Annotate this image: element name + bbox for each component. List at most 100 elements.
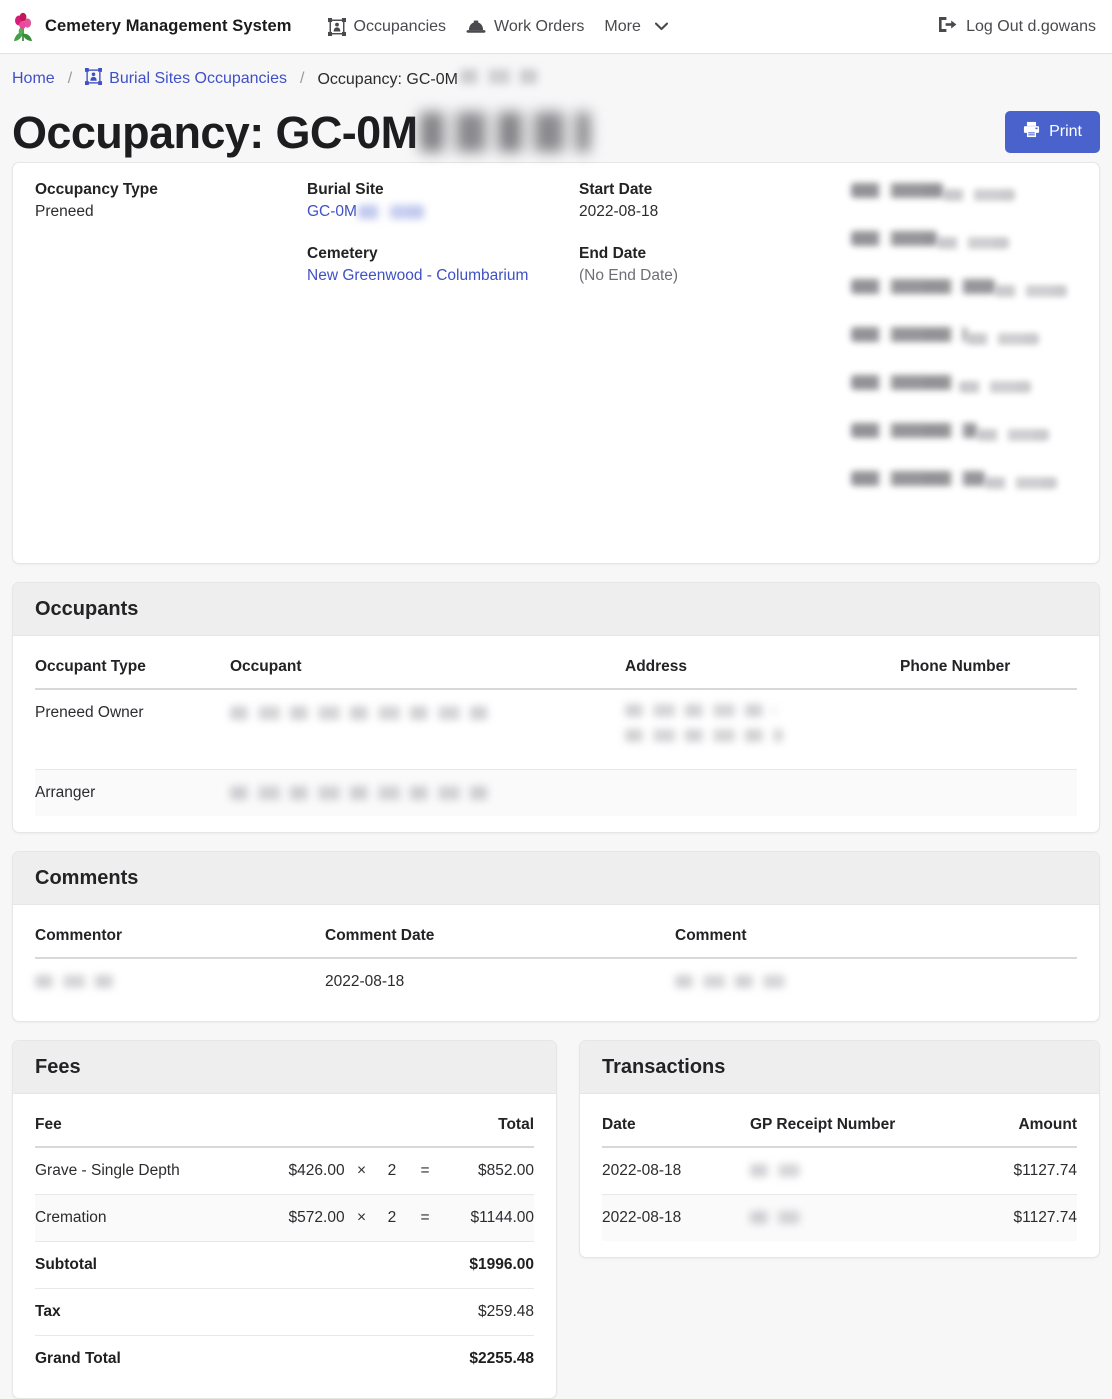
table-row: 2022-08-18 $1127.74 bbox=[602, 1194, 1078, 1241]
field-start-date-value: 2022-08-18 bbox=[579, 203, 659, 220]
redacted-address-line bbox=[625, 729, 783, 743]
cell-fee-name: Cremation bbox=[35, 1194, 249, 1242]
logout-label: Log Out d.gowans bbox=[966, 17, 1096, 35]
breadcrumb-home[interactable]: Home bbox=[12, 70, 55, 88]
cemetery-link[interactable]: New Greenwood - Columbarium bbox=[307, 267, 529, 284]
comments-table: Commentor Comment Date Comment 2022-08-1… bbox=[35, 915, 1077, 1005]
col-address: Address bbox=[625, 646, 900, 690]
occupants-header-row: Occupant Type Occupant Address Phone Num… bbox=[35, 646, 1077, 690]
breadcrumb-separator-2: / bbox=[300, 70, 305, 87]
fees-summary-row: Subtotal $1996.00 bbox=[35, 1241, 534, 1289]
fees-title: Fees bbox=[13, 1041, 556, 1094]
col-amount: Amount bbox=[977, 1104, 1077, 1148]
top-navbar: Cemetery Management System Occupancies W bbox=[0, 0, 1112, 54]
table-row: Cremation $572.00 × 2 = $1144.00 bbox=[35, 1194, 534, 1242]
page-content: Occupancy Type Preneed Burial Site GC-0M… bbox=[0, 162, 1112, 1399]
table-row: Grave - Single Depth $426.00 × 2 = $852.00 bbox=[35, 1147, 534, 1195]
table-row: 2022-08-18 $1127.74 bbox=[602, 1147, 1077, 1195]
redacted-field-3 bbox=[851, 279, 1077, 303]
cell-transaction-date: 2022-08-18 bbox=[602, 1147, 750, 1195]
bottom-columns: Fees Fee Total Grave - Single Depth $426.… bbox=[12, 1040, 1100, 1399]
redacted-field-7 bbox=[851, 471, 1077, 495]
redacted-field-value bbox=[943, 189, 1015, 201]
nav-item-more-label: More bbox=[604, 17, 641, 35]
cell-fee-total: $1144.00 bbox=[438, 1194, 534, 1242]
field-burial-site: Burial Site GC-0M bbox=[307, 181, 579, 221]
nav-item-work-orders[interactable]: Work Orders bbox=[456, 12, 594, 42]
breadcrumb-separator-1: / bbox=[67, 70, 73, 87]
redacted-occupant-name bbox=[230, 785, 488, 800]
cell-multiply-symbol: × bbox=[344, 1194, 379, 1242]
fees-body: Fee Total Grave - Single Depth $426.00 × 2 … bbox=[13, 1094, 556, 1398]
brand[interactable]: Cemetery Management System bbox=[10, 12, 292, 42]
comments-body: Commentor Comment Date Comment 2022-08-1… bbox=[13, 905, 1099, 1021]
cell-multiply-symbol: × bbox=[344, 1147, 379, 1195]
chevron-down-icon bbox=[654, 22, 668, 31]
cell-comment bbox=[675, 958, 1077, 1005]
field-start-date-label: Start Date bbox=[579, 181, 653, 198]
col-fee: Fee bbox=[35, 1104, 439, 1148]
cell-fee-quantity: 2 = bbox=[378, 1147, 439, 1195]
fees-table: Fee Total Grave - Single Depth $426.00 × 2 … bbox=[35, 1104, 534, 1382]
redacted-field-label bbox=[851, 471, 985, 486]
cell-fee-total: $852.00 bbox=[438, 1147, 534, 1195]
col-phone-number: Phone Number bbox=[900, 646, 1077, 690]
field-cemetery-value: New Greenwood - Columbarium bbox=[307, 267, 579, 285]
breadcrumb-home-label: Home bbox=[12, 70, 55, 87]
redacted-field-2 bbox=[851, 231, 1077, 255]
redacted-field-value bbox=[959, 381, 1031, 393]
cell-transaction-amount: $1127.74 bbox=[1013, 1209, 1078, 1226]
occupants-table-body: Preneed Owner Arranger bbox=[35, 689, 1077, 816]
redacted-field-1 bbox=[851, 183, 1077, 207]
breadcrumb-burial-sites-label: Burial Sites Occupancies bbox=[109, 70, 287, 87]
cell-summary-value: $2255.48 bbox=[469, 1350, 534, 1367]
field-start-date: Start Date 2022-08-18 bbox=[579, 181, 851, 221]
cell-summary-label: Subtotal bbox=[35, 1241, 439, 1289]
field-occupancy-type-value: Preneed bbox=[35, 203, 94, 220]
logout-link[interactable]: Log Out d.gowans bbox=[938, 16, 1096, 38]
fees-summary-row: Grand Total $2255.48 bbox=[35, 1336, 534, 1383]
detail-column-2: Burial Site GC-0M Cemetery New Greenwood… bbox=[307, 181, 579, 519]
field-occupancy-type-label: Occupancy Type bbox=[35, 181, 158, 198]
comments-title: Comments bbox=[13, 852, 1099, 905]
field-burial-site-value: GC-0M bbox=[307, 203, 579, 221]
nav-item-occupancies[interactable]: Occupancies bbox=[318, 12, 457, 42]
logout-icon bbox=[938, 16, 957, 38]
burial-site-link[interactable]: GC-0M bbox=[307, 203, 357, 220]
cell-address bbox=[625, 689, 900, 770]
transactions-table-body: 2022-08-18 $1127.74 2022-08-18 $1127.74 bbox=[602, 1147, 1077, 1241]
hard-hat-icon bbox=[466, 19, 486, 35]
transactions-body: Date GP Receipt Number Amount 2022-08-18… bbox=[580, 1094, 1099, 1257]
redacted-receipt-number bbox=[750, 1211, 800, 1225]
table-row: Arranger bbox=[35, 769, 1077, 816]
redacted-occupant-name bbox=[230, 705, 488, 720]
cell-fee-unit-price: $426.00 bbox=[248, 1147, 345, 1195]
print-button[interactable]: Print bbox=[1005, 111, 1100, 153]
comments-table-body: 2022-08-18 bbox=[35, 958, 1077, 1005]
field-end-date: End Date (No End Date) bbox=[579, 245, 851, 285]
redacted-commentor bbox=[35, 975, 117, 989]
cell-occupant-type: Arranger bbox=[35, 784, 96, 801]
redacted-field-label bbox=[851, 327, 967, 342]
occupants-table-head: Occupant Type Occupant Address Phone Num… bbox=[35, 646, 1077, 690]
redacted-comment bbox=[675, 975, 785, 989]
occupancy-detail-card: Occupancy Type Preneed Burial Site GC-0M… bbox=[12, 162, 1100, 564]
redacted-field-value bbox=[985, 477, 1057, 489]
cell-fee-unit-price: $572.00 bbox=[248, 1194, 345, 1242]
cell-summary-value: $1996.00 bbox=[438, 1241, 534, 1289]
col-occupant-type: Occupant Type bbox=[35, 646, 230, 690]
breadcrumb-burial-sites-occupancies[interactable]: Burial Sites Occupancies bbox=[85, 68, 287, 90]
table-row: Preneed Owner bbox=[35, 689, 1077, 770]
transactions-title: Transactions bbox=[580, 1041, 1099, 1094]
detail-column-3: Start Date 2022-08-18 End Date (No End D… bbox=[579, 181, 851, 519]
redacted-field-value bbox=[977, 429, 1049, 441]
cell-summary-label: Tax bbox=[35, 1288, 439, 1336]
field-cemetery: Cemetery New Greenwood - Columbarium bbox=[307, 245, 579, 285]
detail-column-1: Occupancy Type Preneed bbox=[35, 181, 307, 519]
col-comment: Comment bbox=[675, 915, 1077, 959]
cell-comment-date: 2022-08-18 bbox=[325, 973, 405, 990]
nav-item-more[interactable]: More bbox=[594, 12, 677, 42]
cell-fee-quantity: 2 = bbox=[378, 1194, 439, 1242]
col-comment-date: Comment Date bbox=[325, 915, 675, 959]
page-title-redacted-id bbox=[419, 112, 590, 152]
